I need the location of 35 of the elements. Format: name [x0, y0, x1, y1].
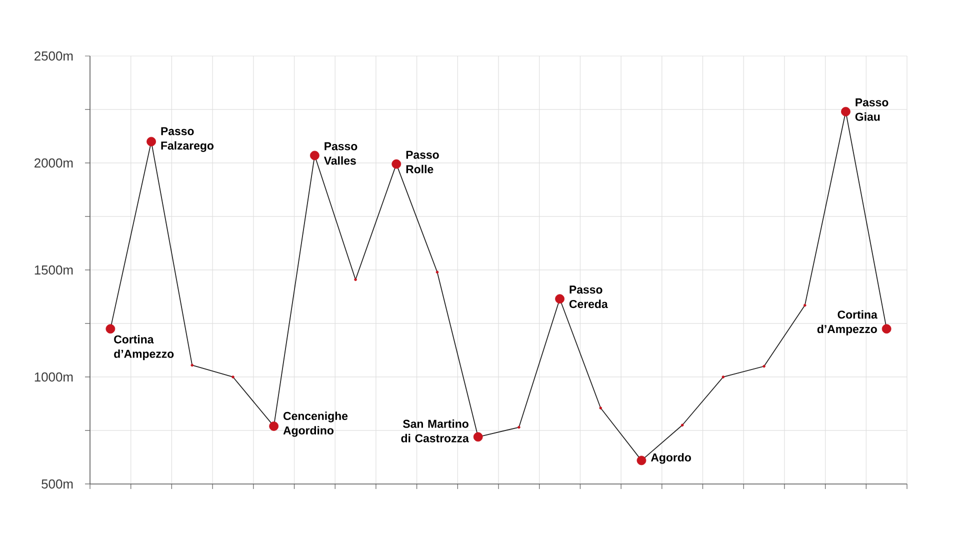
- point: [882, 324, 892, 334]
- point: [310, 150, 320, 160]
- y-tick-label: 500m: [42, 479, 73, 489]
- point: [636, 456, 646, 466]
- data-label: Agordo: [650, 453, 691, 464]
- data-label: Cencenighe Agordino: [283, 412, 348, 437]
- point: [269, 422, 279, 431]
- y-tick-label: 1500m: [34, 265, 73, 275]
- point: [146, 136, 156, 146]
- point: [232, 376, 234, 378]
- data-label: Cortina d’Ampezzo: [114, 335, 174, 360]
- point: [680, 424, 684, 427]
- point: [722, 376, 725, 378]
- point: [599, 406, 602, 410]
- data-label: Passo Valles: [324, 142, 358, 165]
- y-tick-label: 1000m: [34, 372, 73, 382]
- data-label: Passo Rolle: [406, 150, 439, 174]
- data-label: Passo Giau: [855, 98, 888, 121]
- y-tick-label: 2000m: [34, 158, 73, 168]
- point: [473, 432, 483, 442]
- data-label: Cortina d’Ampezzo: [817, 310, 878, 336]
- point: [106, 324, 116, 334]
- data-label: Passo Falzarego: [161, 127, 214, 152]
- point: [555, 294, 564, 304]
- point: [190, 364, 194, 367]
- point: [841, 106, 850, 116]
- point: [436, 270, 439, 274]
- point: [354, 278, 357, 282]
- point: [518, 426, 520, 429]
- point: [392, 159, 402, 169]
- data-label: Passo Cereda: [569, 286, 608, 308]
- point: [803, 304, 806, 307]
- data-label: San Martino di Castrozza: [401, 419, 469, 442]
- point: [762, 364, 766, 368]
- y-tick-label: 2500m: [34, 51, 73, 61]
